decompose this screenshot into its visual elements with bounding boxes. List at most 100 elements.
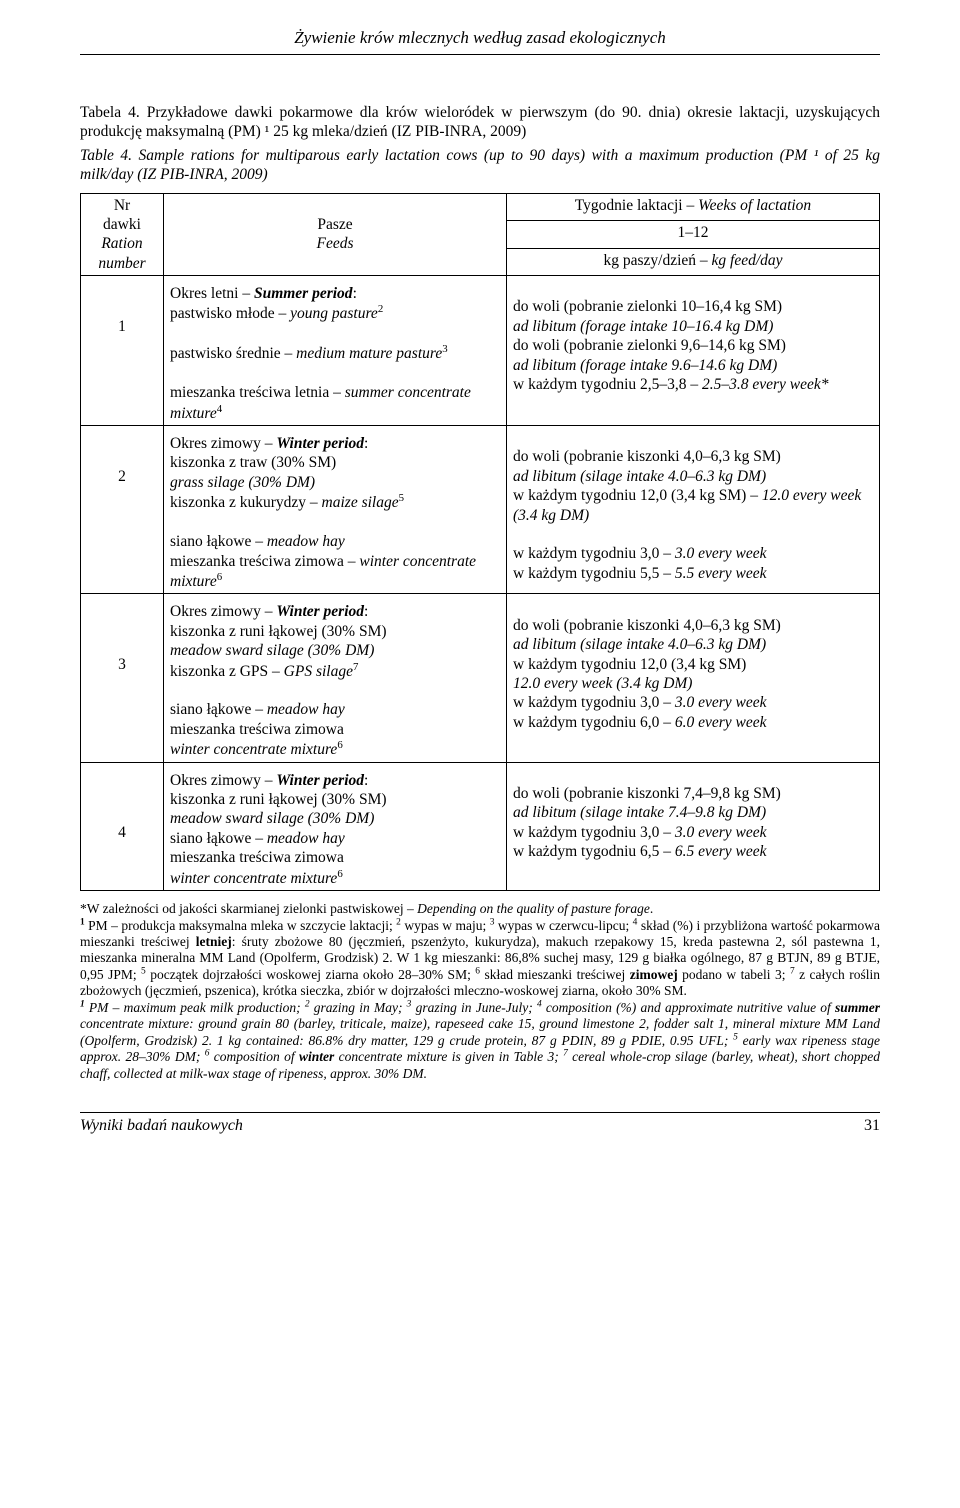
r2-f1-en: grass silage (30% DM) [170,473,500,492]
footer-page-number: 31 [864,1117,880,1135]
r3-v4b: 6.0 every week [675,714,767,731]
r3-f4-sup: 6 [337,739,342,751]
table-caption-pl: Tabela 4. Przykładowe dawki pokarmowe dl… [80,103,880,142]
row2-nr: 2 [81,426,164,594]
r1-f1-en: young pasture [290,306,378,323]
footnote-pl: *W zależności od jakości skarmianej ziel… [80,901,880,998]
r3-v3b: 3.0 every week [675,694,767,711]
row1-nr: 1 [81,276,164,426]
row1-values: do woli (pobranie zielonki 10–16,4 kg SM… [507,276,880,426]
row3-nr: 3 [81,594,164,762]
hdr-feeds-en: Feeds [316,235,353,252]
r1-v1a: do woli (pobranie zielonki 10–16,4 kg SM… [513,297,873,316]
hdr-feeds: Pasze Feeds [164,193,507,276]
r4-f2-en: meadow hay [267,830,345,847]
footnote-en: 1 PM – maximum peak milk production; 2 g… [80,1000,880,1081]
r2-f3-pl: siano łąkowe – [170,533,267,550]
page-footer: Wyniki badań naukowych 31 [80,1112,880,1135]
r2-v1a: do woli (pobranie kiszonki 4,0–6,3 kg SM… [513,447,873,466]
hdr-nr-l3: Ration [101,235,142,252]
r2-f4-pl: mieszanka treściwa zimowa – [170,553,359,570]
r2-f4-sup: 6 [217,571,222,583]
r4-v3b: 6.5 every week [675,843,767,860]
r1-f3-sup: 4 [217,403,222,415]
hdr-feeds-pl: Pasze [317,216,352,233]
r4-v2a: w każdym tygodniu 3,0 – [513,824,675,841]
r4-f3-pl: mieszanka treściwa zimowa [170,848,500,867]
hdr-nr: Nr dawki Ration number [81,193,164,276]
r2-v3b: 3.0 every week [675,545,767,562]
row2-feeds: Okres zimowy – Winter period: kiszonka z… [164,426,507,594]
r1-v2b: ad libitum (forage intake 9.6–14.6 kg DM… [513,356,873,375]
hdr-nr-l4: number [98,255,145,272]
r4-hdr-en: Winter period [276,772,364,789]
r2-v3a: w każdym tygodniu 3,0 – [513,545,675,562]
hdr-unit-text: kg paszy/dzień – kg feed/day [603,252,782,269]
r3-f3-en: meadow hay [267,701,345,718]
page: Żywienie krów mlecznych według zasad eko… [0,0,960,1171]
hdr-nr-l2: dawki [103,216,141,233]
row1-feeds: Okres letni – Summer period: pastwisko m… [164,276,507,426]
r1-v3a: w każdym tygodniu 2,5–3,8 – [513,376,702,393]
r3-f4-en: winter concentrate mixture [170,741,337,758]
r2-f3-en: meadow hay [267,533,345,550]
r2-f2-sup: 5 [399,492,404,504]
table-caption-en: Table 4. Sample rations for multiparous … [80,146,880,185]
hdr-range: 1–12 [507,221,880,249]
r4-v1a: do woli (pobranie kiszonki 7,4–9,8 kg SM… [513,784,873,803]
row3-feeds: Okres zimowy – Winter period: kiszonka z… [164,594,507,762]
r4-hdr-pl: Okres zimowy – [170,772,276,789]
r2-hdr-en: Winter period [276,435,364,452]
r1-f2-sup: 3 [442,343,447,355]
r3-v1a: do woli (pobranie kiszonki 4,0–6,3 kg SM… [513,616,873,635]
r1-v1b: ad libitum (forage intake 10–16.4 kg DM) [513,317,873,336]
running-head: Żywienie krów mlecznych według zasad eko… [80,28,880,55]
hdr-weeks: Tygodnie laktacji – Weeks of lactation [507,193,880,221]
r1-v3b: 2.5–3.8 every week* [702,376,829,393]
row3-values: do woli (pobranie kiszonki 4,0–6,3 kg SM… [507,594,880,762]
row2-values: do woli (pobranie kiszonki 4,0–6,3 kg SM… [507,426,880,594]
r3-f2-sup: 7 [353,661,358,673]
row3-nr-val: 3 [118,656,126,673]
r1-f3-pl: mieszanka treściwa letnia – [170,384,345,401]
r3-v2a: w każdym tygodniu 12,0 (3,4 kg SM) [513,655,873,674]
r3-v1b: ad libitum (silage intake 4.0–6.3 kg DM) [513,635,873,654]
r4-f3-sup: 6 [337,868,342,880]
r3-v3a: w każdym tygodniu 3,0 – [513,694,675,711]
r3-f1-en: meadow sward silage (30% DM) [170,641,500,660]
r4-v3a: w każdym tygodniu 6,5 – [513,843,675,860]
r4-f1-en: meadow sward silage (30% DM) [170,809,500,828]
r4-f2-pl: siano łąkowe – [170,830,267,847]
r1-v2a: do woli (pobranie zielonki 9,6–14,6 kg S… [513,336,873,355]
r1-f1-sup: 2 [378,303,383,315]
row4-feeds: Okres zimowy – Winter period: kiszonka z… [164,762,507,890]
r2-v4b: 5.5 every week [675,565,767,582]
hdr-unit: kg paszy/dzień – kg feed/day [507,248,880,276]
r2-f2-pl: kiszonka z kukurydzy – [170,494,322,511]
r4-f1-pl: kiszonka z runi łąkowej (30% SM) [170,790,500,809]
r2-v2a: w każdym tygodniu 12,0 (3,4 kg SM) – [513,487,762,504]
r2-v4a: w każdym tygodniu 5,5 – [513,565,675,582]
footnote-block: *W zależności od jakości skarmianej ziel… [80,901,880,1082]
r3-hdr-en: Winter period [276,603,364,620]
row1-nr-val: 1 [118,318,126,335]
row4-values: do woli (pobranie kiszonki 7,4–9,8 kg SM… [507,762,880,890]
hdr-weeks-text: Tygodnie laktacji – Weeks of lactation [575,197,811,214]
row2-nr-val: 2 [118,468,126,485]
r3-hdr-pl: Okres zimowy – [170,603,276,620]
r1-f1-pl: pastwisko młode – [170,306,290,323]
r3-f2-pl: kiszonka z GPS – [170,663,284,680]
r3-v2b: 12.0 every week (3.4 kg DM) [513,674,873,693]
r2-f2-en: maize silage [322,494,399,511]
hdr-nr-l1: Nr [114,197,130,214]
r3-f2-en: GPS silage [284,663,353,680]
r3-f3-pl: siano łąkowe – [170,701,267,718]
r4-f3-en: winter concentrate mixture [170,870,337,887]
r3-f4-pl: mieszanka treściwa zimowa [170,720,500,739]
r3-v4a: w każdym tygodniu 6,0 – [513,714,675,731]
r3-f1-pl: kiszonka z runi łąkowej (30% SM) [170,622,500,641]
r2-f1-pl: kiszonka z traw (30% SM) [170,453,500,472]
r4-v2b: 3.0 every week [675,824,767,841]
r1-f2-en: medium mature pasture [296,345,442,362]
r1-f2-pl: pastwisko średnie – [170,345,296,362]
